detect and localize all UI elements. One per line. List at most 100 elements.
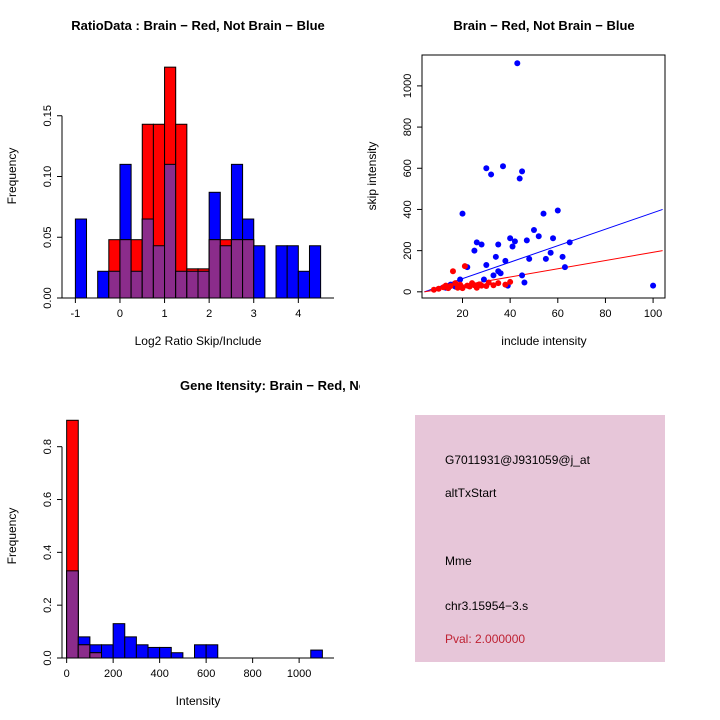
scatter-point	[495, 280, 502, 287]
hist-bar	[219, 245, 232, 299]
x-tick-label: 60	[552, 308, 564, 320]
scatter-point	[473, 239, 480, 246]
scatter-point	[495, 241, 502, 248]
scatter-point	[485, 279, 492, 286]
pval-line: Pval: 2.000000	[445, 632, 526, 646]
scatter-point	[540, 210, 547, 217]
info-panel: G7011931@J931059@j_at altTxStart Mme chr…	[360, 360, 720, 720]
scatter-point	[523, 237, 530, 244]
location: chr3.15954−3.s	[445, 599, 529, 613]
scatter-point	[561, 264, 568, 271]
x-tick-label: 600	[197, 668, 215, 680]
hist-bar	[253, 245, 266, 299]
hist-bar	[141, 218, 154, 299]
x-axis-label: Intensity	[176, 694, 221, 708]
not-brain-fit-line	[424, 208, 663, 293]
scatter-point	[490, 282, 497, 289]
hist-bar	[66, 570, 79, 659]
probe-id: G7011931@J931059@j_at	[445, 453, 590, 467]
hist-bar	[297, 270, 310, 299]
scatter-point	[526, 255, 533, 262]
scatter-point	[535, 233, 542, 240]
gene-intensity-histogram-panel: Gene Itensity: Brain − Red, Not Brain − …	[5, 378, 360, 708]
scatter-point	[483, 165, 490, 172]
gene-symbol: Mme	[445, 554, 472, 568]
scatter-point	[459, 210, 466, 217]
scatter-point	[502, 257, 509, 264]
hist-bar	[112, 623, 126, 659]
hist-bar	[89, 652, 103, 659]
x-tick-label: 1	[161, 308, 167, 320]
scatter-point	[547, 249, 554, 256]
scatter-point	[449, 268, 456, 275]
x-tick-label: -1	[70, 308, 80, 320]
hist-bar	[164, 163, 177, 299]
hist-bar	[74, 218, 88, 299]
intensity-scatter-panel: Brain − Red, Not Brain − Blue include in…	[365, 18, 666, 348]
scatter-point	[530, 227, 537, 234]
info-box: G7011931@J931059@j_at altTxStart Mme chr…	[415, 415, 665, 662]
scatter-point	[483, 262, 490, 269]
hist-bar	[159, 646, 172, 659]
x-tick-label: 40	[504, 308, 516, 320]
scatter-point	[566, 239, 573, 246]
scatter-point	[509, 243, 516, 250]
scatter-point	[457, 276, 464, 283]
y-tick-label: 0.0	[42, 650, 54, 665]
y-tick-label: 0.6	[42, 492, 54, 507]
scatter-point	[516, 175, 523, 182]
hist-bar	[286, 245, 299, 299]
chart-title: Gene Itensity: Brain − Red, Not Brain − …	[180, 378, 360, 393]
hist-bar	[242, 239, 255, 299]
x-tick-label: 80	[599, 308, 611, 320]
scatter-point	[430, 286, 437, 293]
scatter-point	[554, 207, 561, 214]
hist-bar	[275, 245, 288, 299]
hist-bar	[197, 270, 210, 299]
y-tick-label: 400	[402, 200, 414, 218]
hist-bar	[230, 239, 244, 299]
scatter-point	[519, 272, 526, 279]
hist-bar	[135, 644, 149, 659]
hist-bar	[101, 644, 114, 659]
scatter-point	[521, 279, 528, 286]
x-tick-label: 0	[64, 668, 70, 680]
x-tick-label: 20	[456, 308, 468, 320]
y-axis-label: skip intensity	[365, 142, 379, 211]
scatter-point	[447, 283, 454, 290]
chart-title: RatioData : Brain − Red, Not Brain − Blu…	[71, 18, 325, 33]
scatter-point	[542, 255, 549, 262]
hist-bar	[77, 644, 91, 659]
hist-bar	[97, 270, 110, 299]
y-tick-label: 0	[402, 289, 414, 295]
scatter-point	[500, 163, 506, 170]
hist-bar	[147, 646, 161, 659]
scatter-point	[507, 235, 514, 242]
ratio-histogram-panel: RatioData : Brain − Red, Not Brain − Blu…	[5, 18, 334, 348]
hist-bar	[152, 245, 166, 299]
y-tick-label: 200	[402, 241, 414, 259]
x-axis-label: include intensity	[501, 334, 586, 348]
x-tick-label: 100	[644, 308, 662, 320]
scatter-point	[507, 278, 514, 285]
chart-title: Brain − Red, Not Brain − Blue	[453, 18, 634, 33]
x-axis-label: Log2 Ratio Skip/Include	[135, 334, 262, 348]
scatter-point	[492, 253, 499, 260]
y-tick-label: 600	[402, 159, 414, 177]
scatter-point	[497, 270, 504, 277]
y-tick-label: 800	[402, 118, 414, 136]
brain-fit-line	[424, 250, 663, 293]
y-tick-label: 0.8	[42, 439, 54, 454]
y-tick-label: 0.00	[42, 287, 54, 308]
plot-area: -1 0 1 2 3 4 0.00 0.05 0.10 0.15	[42, 66, 334, 320]
hist-bar	[119, 239, 132, 299]
scatter-point	[478, 282, 485, 289]
y-tick-label: 0.4	[42, 545, 54, 560]
y-tick-label: 0.2	[42, 598, 54, 613]
x-tick-label: 200	[104, 668, 122, 680]
scatter-point	[452, 280, 459, 287]
plot-box	[421, 54, 666, 299]
hist-bar	[308, 245, 322, 299]
scatter-point	[511, 238, 518, 245]
